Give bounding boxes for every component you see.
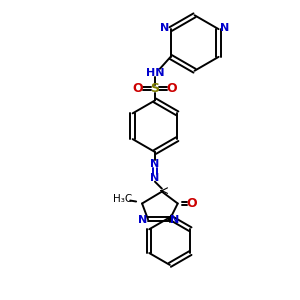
- Text: O: O: [186, 197, 197, 210]
- Text: N: N: [160, 23, 169, 33]
- Text: O: O: [133, 82, 143, 95]
- Text: H₃C: H₃C: [112, 194, 132, 203]
- Text: O: O: [167, 82, 177, 95]
- Text: N: N: [170, 215, 179, 225]
- Text: S: S: [151, 82, 160, 95]
- Text: HN: HN: [146, 68, 164, 78]
- Text: N: N: [138, 215, 148, 225]
- Text: N: N: [150, 159, 160, 169]
- Text: N: N: [150, 173, 160, 183]
- Text: N: N: [220, 23, 229, 33]
